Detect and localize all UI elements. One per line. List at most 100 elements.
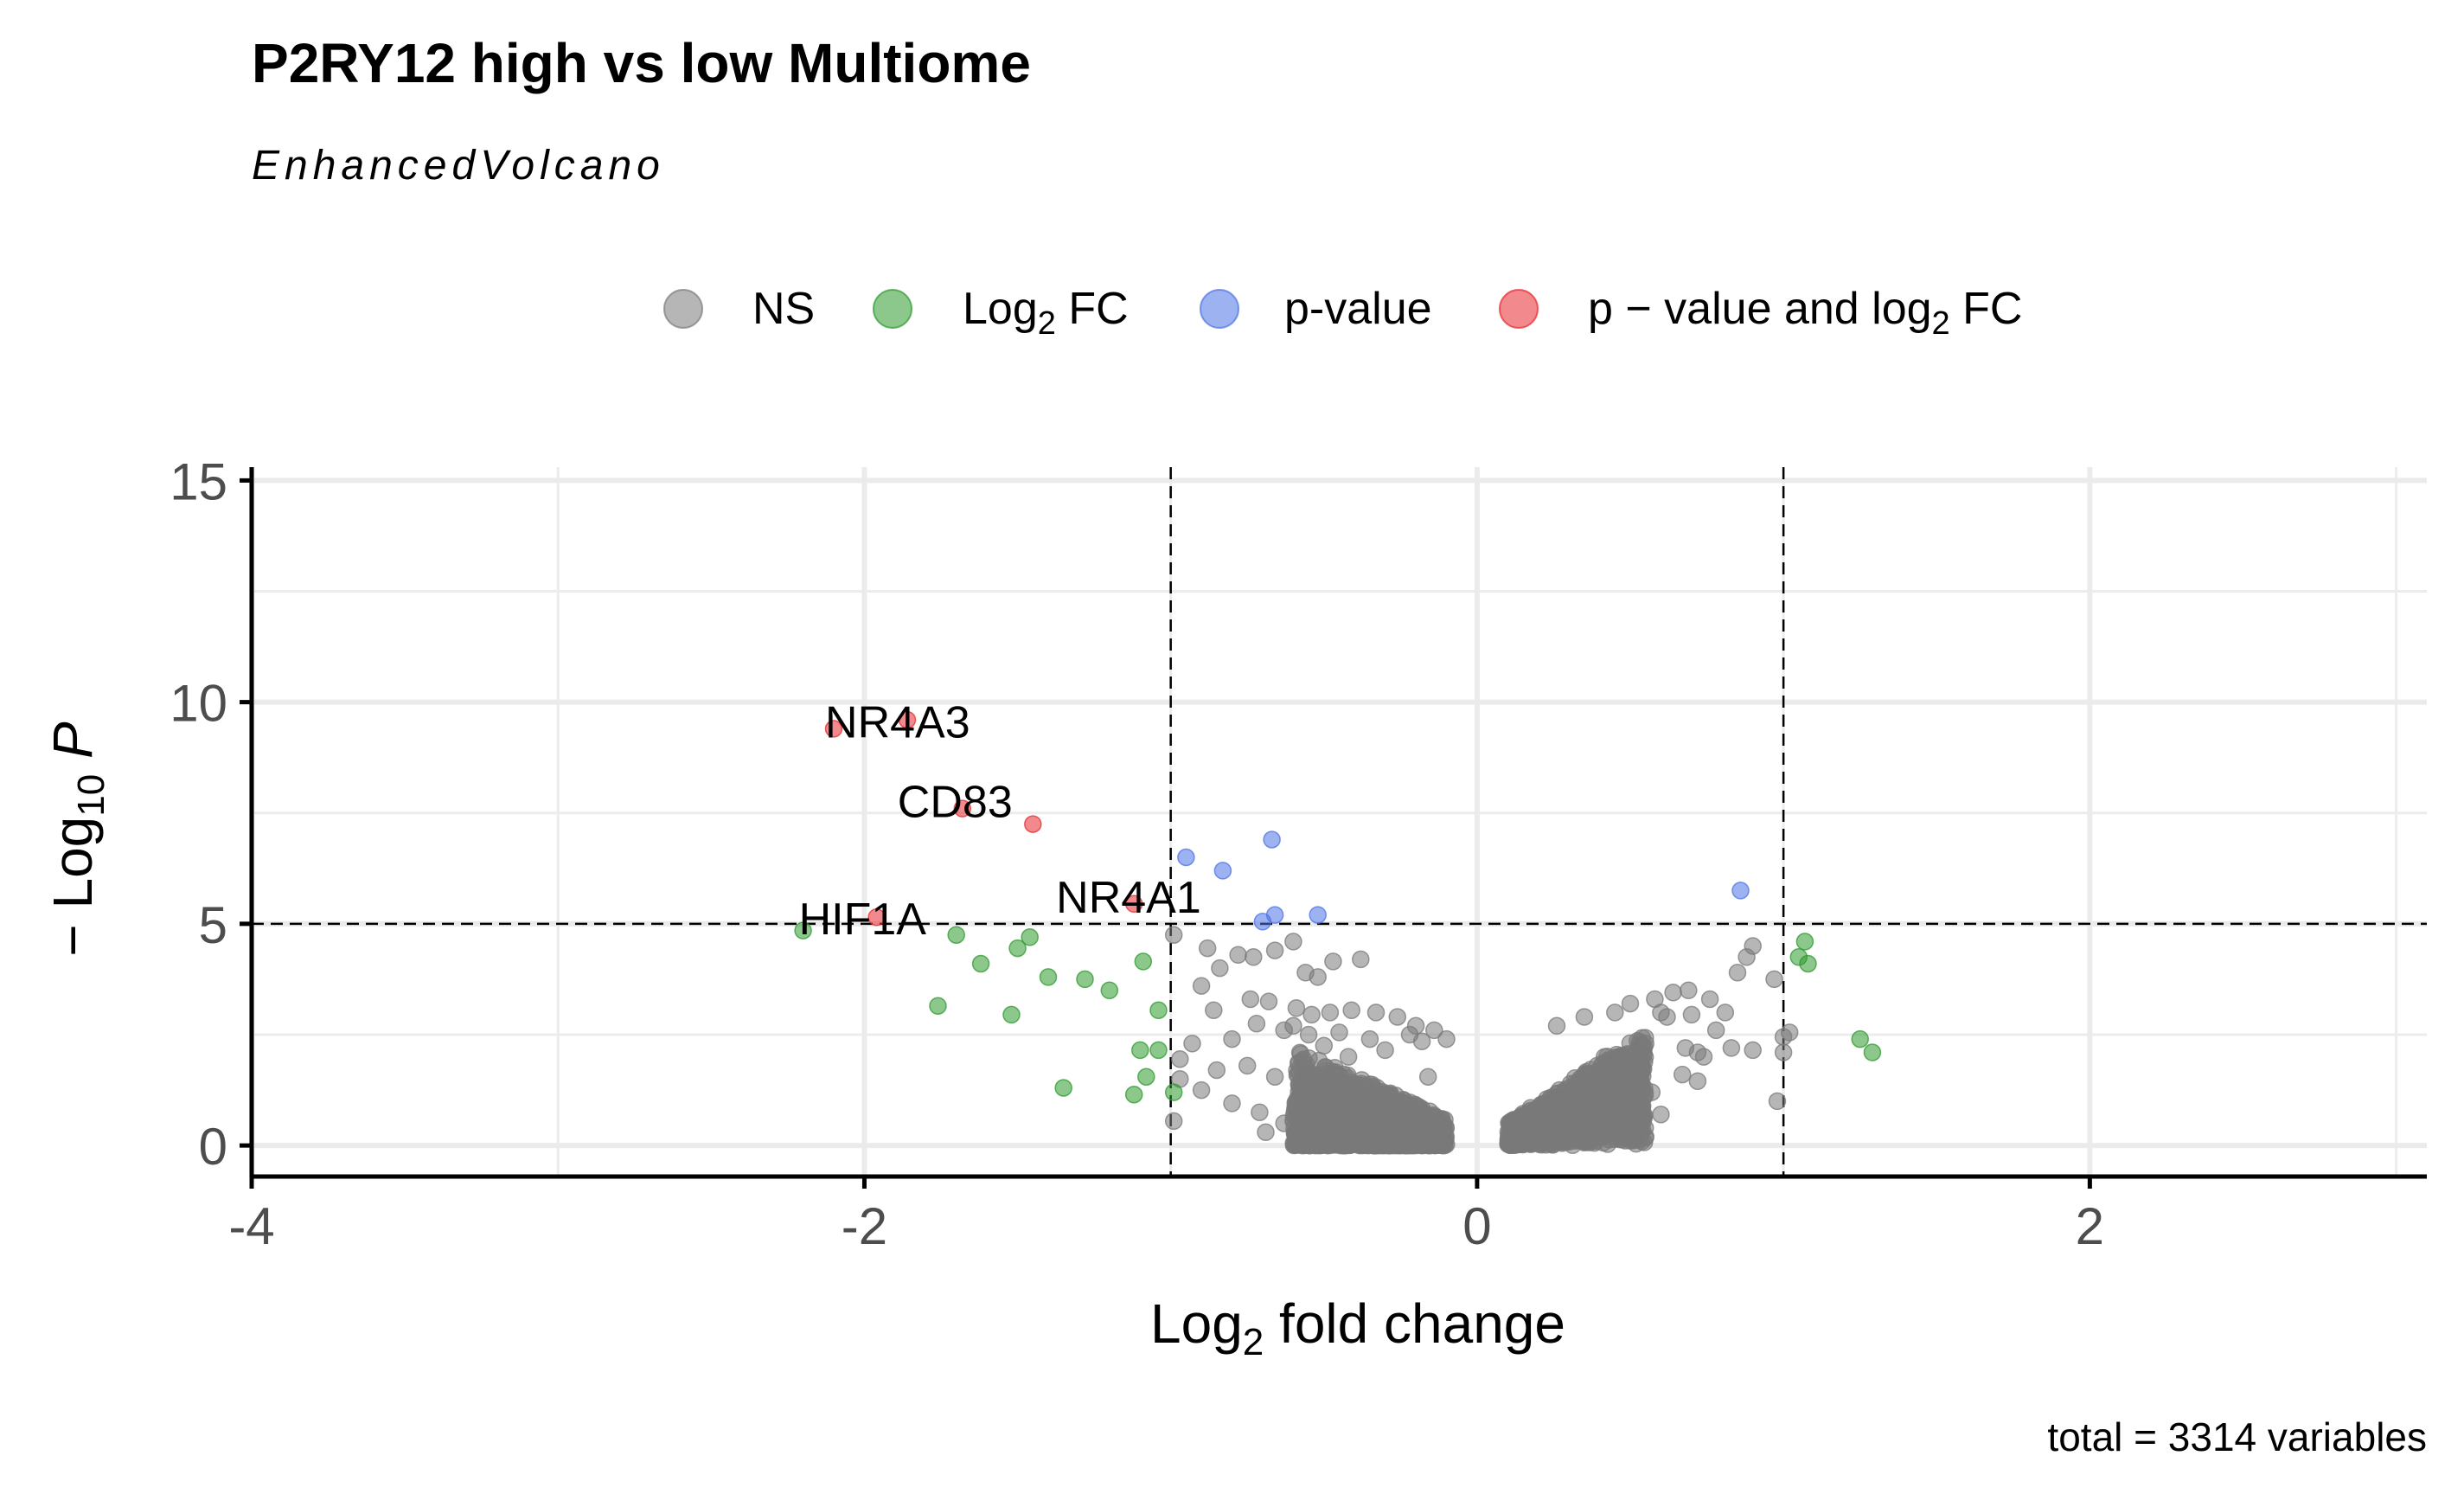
both-point [953,799,972,818]
fc-point [1863,1043,1882,1061]
legend-key-ns [663,289,703,329]
ns-point [1430,1115,1448,1133]
p-point [1177,848,1195,867]
ns-point [1716,1004,1735,1022]
gene-labels: NR4A3 CD83 NR4A1 HIF1A [799,697,1201,945]
ns-point [1183,1035,1201,1053]
ns-point [1406,1016,1425,1036]
ns-point [1223,1094,1241,1113]
y-tick-label: 0 [199,1118,227,1176]
ns-point [1257,1123,1275,1142]
ns-point [1412,1032,1431,1050]
ns-point [1652,1106,1670,1124]
ns-point [1259,992,1278,1010]
ns-point [1309,968,1327,986]
ns-point [1229,946,1247,965]
legend-key-p [1200,289,1239,329]
fc-point [1799,954,1817,973]
ns-point [1664,984,1682,1002]
x-tick-label: 0 [1462,1197,1491,1255]
x-axis-label: Log2 fold change [1150,1292,1565,1363]
ns-point [1324,952,1342,971]
ns-point [1425,1021,1443,1040]
ns-point [1768,1092,1787,1111]
y-axis-label: − Log10 P [42,721,112,957]
fc-point [1131,1041,1149,1060]
x-tick-label: -4 [228,1197,274,1255]
fc-point [1795,933,1814,951]
ns-point [1437,1029,1456,1048]
ns-point [1400,1130,1418,1148]
ns-point [1352,950,1370,969]
ns-point [1688,1072,1707,1091]
ns-point [1541,1104,1560,1122]
fc-point [1021,928,1039,946]
ns-point [1251,1103,1269,1121]
fc-point [1039,968,1058,986]
ns-point [1541,1119,1560,1137]
fc-point [929,997,947,1015]
ns-point [1658,1008,1676,1026]
ns-point [1376,1041,1394,1060]
ns-point [1774,1043,1793,1061]
ns-point [1302,1005,1321,1024]
fc-point [1100,981,1119,1000]
fc-point [1134,952,1153,971]
p-point [1213,862,1232,880]
gene-label: HIF1A [799,895,927,945]
data-points [794,710,1882,1155]
ns-point [1192,1081,1211,1100]
ns-point [1418,1068,1437,1086]
ns-point [1722,1039,1741,1057]
fc-point [794,921,812,939]
ns-point [1578,1120,1597,1139]
ns-point [1211,959,1229,978]
ns-point [1559,1079,1578,1097]
both-point [1024,815,1042,833]
both-point [1124,895,1143,914]
ns-point [1339,1048,1358,1066]
ns-point [1275,1114,1293,1132]
ns-point [1331,1104,1349,1123]
y-tick-label: 15 [170,452,227,510]
ns-point [1642,1083,1661,1101]
ns-point [1338,1135,1356,1153]
ns-point [1245,948,1263,966]
ns-point [1287,999,1306,1017]
ns-point [1360,1110,1379,1128]
ns-point [1205,1001,1223,1020]
fc-point [971,954,990,973]
ns-point [1171,1049,1189,1068]
fc-point [947,926,965,944]
both-point [824,720,843,738]
ns-point [1593,1062,1612,1081]
ns-point [1728,964,1747,982]
ns-point [1360,1029,1379,1048]
ns-point [1599,1096,1618,1115]
chart-caption: total = 3314 variables [2047,1414,2427,1459]
ns-point [1629,1097,1648,1116]
ns-point [1575,1008,1594,1026]
ns-point [1296,1131,1314,1150]
ns-point [1295,1050,1313,1068]
ns-point [1355,1077,1373,1096]
ns-point [1706,1021,1725,1040]
legend-label-p: p-value [1284,284,1432,334]
ns-point [1636,1127,1654,1146]
p-point [1731,882,1750,900]
legend-label-ns: NS [752,284,815,334]
fc-point [1149,1001,1168,1020]
ns-point [1774,1028,1793,1046]
ns-point [1333,1076,1352,1095]
y-tick-label: 5 [199,896,227,954]
ns-point [1302,1089,1320,1107]
ns-point [1241,990,1260,1009]
ns-point [1265,1068,1284,1086]
fc-point [1137,1068,1155,1086]
both-point [898,710,917,729]
ns-point [1388,1008,1407,1026]
ns-point [1613,1130,1631,1149]
legend-label-both: p − value and log2 FC [1588,284,2022,342]
fc-point [1002,1005,1021,1024]
